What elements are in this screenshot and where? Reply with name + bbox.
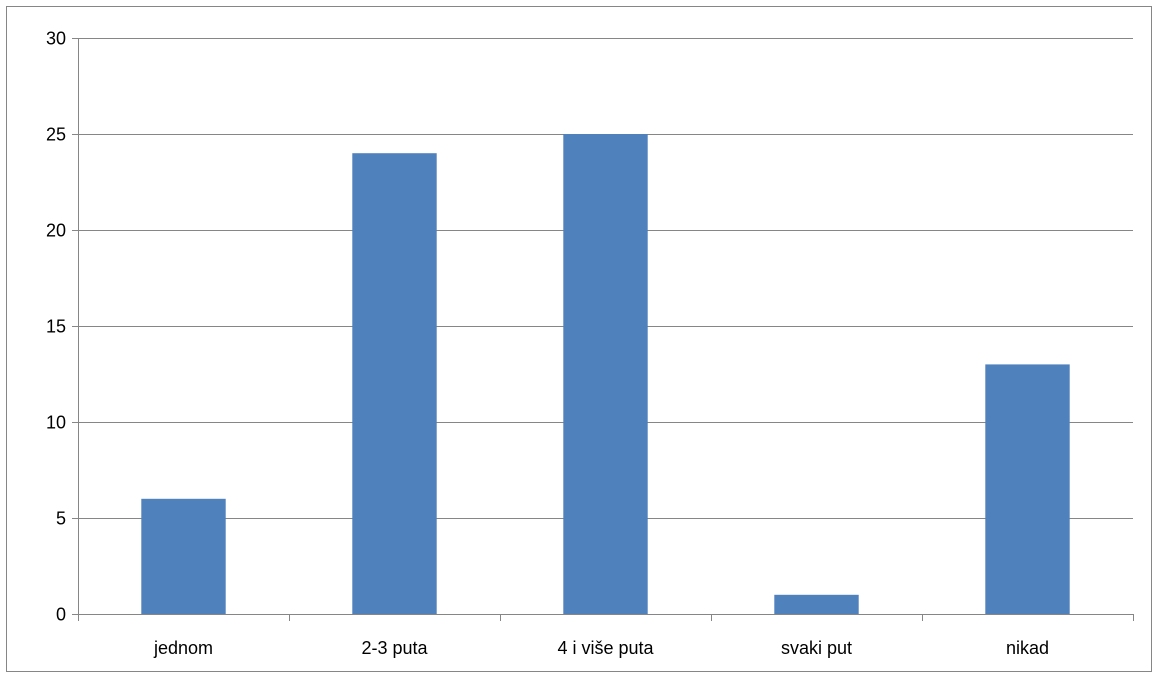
axis-labels: 0 5 10 15 20 25 30 jednom 2-3 puta 4 i više puta s… — [46, 29, 1049, 659]
x-category-label: svaki put — [781, 638, 852, 658]
bar-2 — [563, 134, 648, 614]
bar-3 — [774, 594, 859, 614]
y-tick-label: 30 — [46, 29, 66, 49]
y-tick-label: 15 — [46, 317, 66, 337]
y-tick-label: 20 — [46, 221, 66, 241]
bars — [141, 134, 1070, 614]
x-category-label: 4 i više puta — [557, 638, 654, 658]
bar-4 — [985, 364, 1070, 614]
y-tick-label: 5 — [56, 509, 66, 529]
bar-0 — [141, 498, 226, 614]
y-tick-label: 0 — [56, 605, 66, 625]
y-tick-label: 25 — [46, 125, 66, 145]
y-tick-label: 10 — [46, 413, 66, 433]
bar-1 — [352, 153, 437, 614]
x-category-label: jednom — [153, 638, 213, 658]
axes — [72, 38, 1134, 621]
x-category-label: nikad — [1006, 638, 1049, 658]
x-category-label: 2-3 puta — [361, 638, 428, 658]
